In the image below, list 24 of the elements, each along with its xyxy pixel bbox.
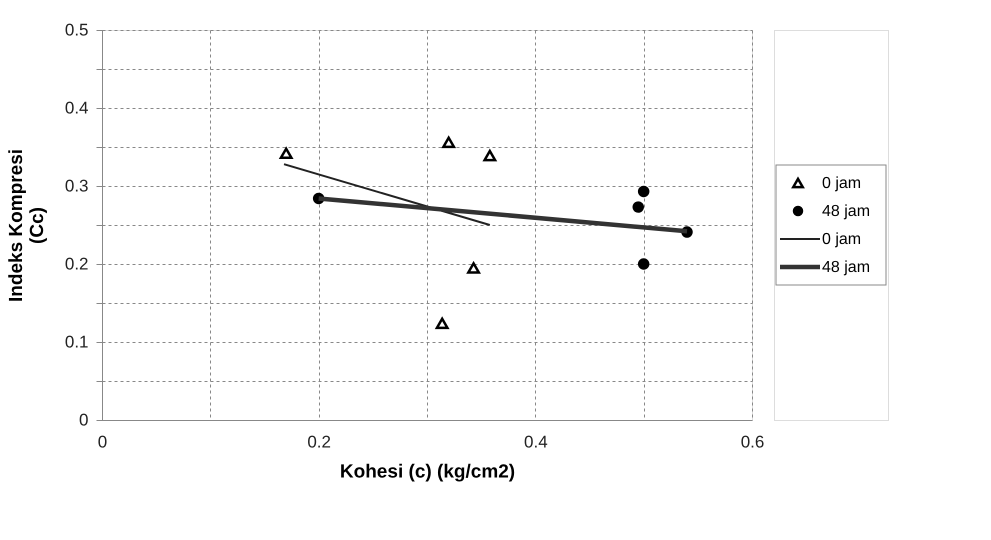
x-tick-label: 0.6	[740, 432, 764, 452]
point	[467, 262, 480, 274]
point	[638, 258, 650, 270]
point	[436, 317, 449, 330]
point	[280, 147, 293, 160]
x-axis-title: Kohesi (c) (kg/cm2)	[340, 462, 516, 482]
y-tick-label: 0.5	[64, 20, 88, 40]
x-tick-label: 0	[98, 432, 108, 452]
legend-label: 48 jam	[822, 203, 870, 220]
x-tick-label: 0.4	[524, 432, 548, 452]
y-tick-label: 0.2	[64, 254, 88, 274]
point	[442, 136, 456, 148]
point	[483, 150, 496, 162]
y-tick-label: 0.4	[64, 98, 88, 118]
legend-label: 0 jam	[822, 231, 862, 248]
y-tick-label: 0.1	[64, 332, 88, 352]
y-tick-label: 0	[79, 410, 88, 430]
y-axis-title: Indeks Kompresi (Cc)	[6, 148, 48, 302]
point	[638, 186, 650, 198]
legend-label: 48 jam	[822, 259, 870, 276]
point	[632, 201, 644, 213]
y-tick-label: 0.3	[64, 176, 88, 196]
x-tick-label: 0.2	[307, 432, 331, 452]
legend-label: 0 jam	[822, 175, 862, 192]
